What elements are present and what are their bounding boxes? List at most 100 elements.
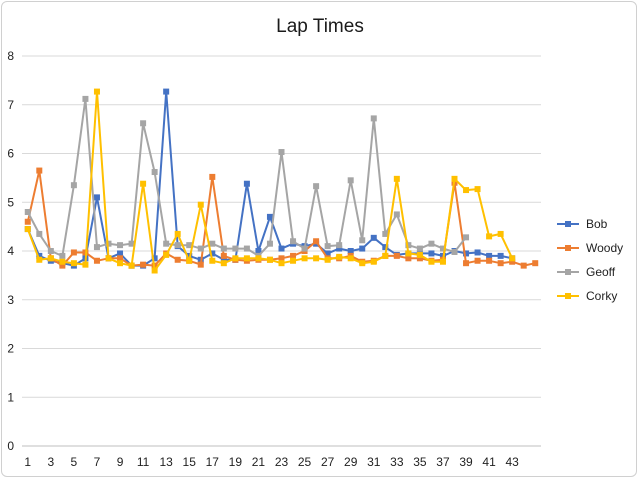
data-point-bob bbox=[93, 194, 100, 201]
data-point-bob bbox=[255, 248, 262, 254]
data-point-geoff bbox=[128, 240, 135, 247]
data-point-bob bbox=[370, 234, 377, 241]
data-point-corky bbox=[370, 258, 377, 265]
data-point-woody bbox=[393, 252, 400, 259]
series-lines bbox=[24, 88, 539, 274]
data-point-bob bbox=[428, 250, 435, 257]
y-tick-label: 6 bbox=[7, 147, 14, 161]
data-point-corky bbox=[243, 255, 250, 262]
data-point-woody bbox=[497, 260, 504, 267]
data-point-geoff bbox=[197, 245, 204, 252]
data-point-corky bbox=[117, 260, 124, 267]
data-point-corky bbox=[82, 261, 89, 268]
data-point-corky bbox=[463, 187, 470, 194]
x-tick-label: 25 bbox=[298, 455, 312, 469]
data-point-geoff bbox=[140, 120, 147, 127]
data-point-corky bbox=[24, 226, 31, 233]
data-point-bob bbox=[163, 88, 170, 95]
data-point-corky bbox=[278, 260, 285, 267]
legend-marker-woody bbox=[565, 245, 571, 251]
x-tick-label: 33 bbox=[390, 455, 404, 469]
data-point-woody bbox=[509, 258, 516, 265]
data-point-bob bbox=[497, 252, 504, 259]
data-point-geoff bbox=[266, 240, 273, 247]
x-tick-label: 35 bbox=[413, 455, 427, 469]
data-point-corky bbox=[197, 201, 204, 208]
x-tick-label: 15 bbox=[183, 455, 197, 469]
data-point-geoff bbox=[290, 238, 297, 245]
data-point-bob bbox=[474, 249, 481, 256]
data-point-corky bbox=[232, 255, 239, 262]
data-point-corky bbox=[174, 230, 181, 237]
data-point-bob bbox=[336, 245, 343, 252]
data-point-woody bbox=[140, 261, 147, 268]
data-point-geoff bbox=[186, 242, 193, 249]
legend-label-bob: Bob bbox=[586, 217, 608, 231]
data-point-geoff bbox=[24, 209, 31, 215]
data-point-geoff bbox=[36, 230, 43, 237]
data-point-corky bbox=[497, 230, 504, 237]
x-tick-label: 13 bbox=[159, 455, 173, 469]
x-tick-label: 27 bbox=[321, 455, 335, 469]
series-geoff bbox=[24, 95, 470, 259]
data-point-bob bbox=[324, 250, 331, 257]
data-point-corky bbox=[266, 256, 273, 263]
y-axis-ticks: 0 1 2 3 4 5 6 7 8 bbox=[7, 49, 14, 453]
x-tick-label: 29 bbox=[344, 455, 358, 469]
legend-marker-corky bbox=[565, 293, 571, 299]
data-point-geoff bbox=[463, 234, 470, 241]
data-point-corky bbox=[290, 257, 297, 264]
data-point-corky bbox=[255, 255, 262, 262]
legend-label-geoff: Geoff bbox=[586, 265, 616, 279]
x-tick-label: 41 bbox=[482, 455, 496, 469]
data-point-geoff bbox=[382, 230, 389, 237]
legend-label-corky: Corky bbox=[586, 289, 617, 303]
series-line-geoff bbox=[26, 97, 467, 257]
data-point-geoff bbox=[301, 245, 308, 252]
x-tick-label: 21 bbox=[252, 455, 266, 469]
legend-item-geoff: Geoff bbox=[557, 265, 616, 279]
data-point-woody bbox=[486, 257, 493, 264]
data-point-geoff bbox=[393, 211, 400, 218]
data-point-geoff bbox=[416, 245, 423, 252]
data-point-corky bbox=[451, 175, 458, 182]
data-point-geoff bbox=[163, 240, 170, 247]
x-tick-label: 9 bbox=[117, 455, 124, 469]
data-point-geoff bbox=[370, 115, 377, 122]
legend-item-woody: Woody bbox=[557, 241, 623, 255]
data-point-geoff bbox=[324, 243, 331, 250]
data-point-bob bbox=[209, 250, 216, 257]
data-point-bob bbox=[278, 245, 285, 252]
data-point-corky bbox=[393, 175, 400, 182]
x-tick-label: 31 bbox=[367, 455, 381, 469]
data-point-corky bbox=[186, 257, 193, 264]
x-tick-label: 5 bbox=[71, 455, 78, 469]
data-point-corky bbox=[36, 256, 43, 263]
x-tick-label: 3 bbox=[47, 455, 54, 469]
data-point-geoff bbox=[82, 95, 89, 102]
data-point-woody bbox=[70, 249, 77, 256]
y-tick-label: 0 bbox=[7, 439, 14, 453]
x-tick-label: 17 bbox=[206, 455, 220, 469]
x-tick-label: 39 bbox=[459, 455, 473, 469]
data-point-corky bbox=[347, 255, 354, 262]
data-point-woody bbox=[532, 260, 539, 267]
data-point-woody bbox=[24, 218, 31, 225]
data-point-corky bbox=[324, 256, 331, 263]
data-point-corky bbox=[220, 260, 227, 267]
data-point-woody bbox=[209, 173, 216, 180]
data-point-corky bbox=[405, 250, 412, 257]
data-point-geoff bbox=[209, 240, 216, 247]
data-point-bob bbox=[347, 248, 354, 254]
data-point-corky bbox=[47, 255, 54, 262]
data-point-woody bbox=[93, 257, 100, 264]
data-point-woody bbox=[220, 252, 227, 259]
data-point-corky bbox=[382, 252, 389, 259]
data-point-bob bbox=[36, 252, 43, 259]
data-point-geoff bbox=[59, 252, 66, 259]
data-point-geoff bbox=[232, 245, 239, 252]
data-point-woody bbox=[278, 255, 285, 262]
x-tick-label: 43 bbox=[505, 455, 519, 469]
data-point-corky bbox=[301, 255, 308, 262]
